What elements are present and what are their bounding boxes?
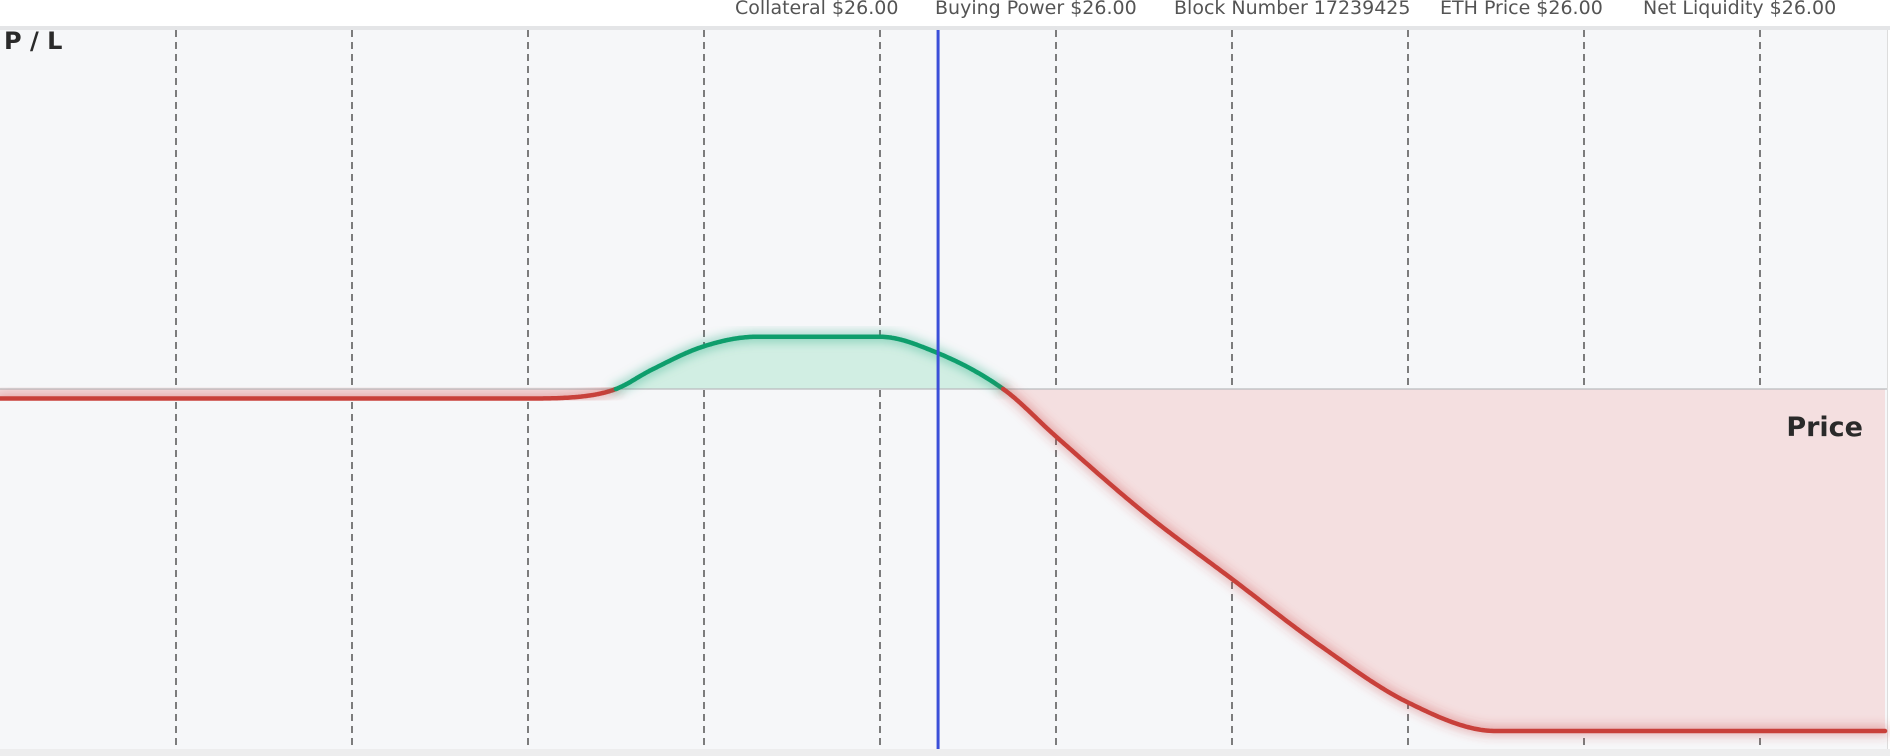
eth-price-value: $26.00 — [1536, 0, 1603, 19]
collateral-label: Collateral — [735, 0, 826, 19]
pl-chart-svg[interactable]: P / L Price — [0, 27, 1890, 749]
net-liquidity-stat: Net Liquidity $26.00 — [1643, 0, 1836, 19]
collateral-value: $26.00 — [831, 0, 899, 19]
profit-curve-1 — [613, 334, 1006, 392]
profit-area-1 — [616, 336, 1004, 389]
x-axis-label: Price — [1786, 412, 1863, 443]
pl-area-fills — [0, 336, 1885, 731]
account-stats-bar: Collateral $26.00 Buying Power $26.00 Bloc… — [0, 0, 1890, 26]
net-liquidity-label: Net Liquidity — [1643, 0, 1764, 19]
eth-price-label: ETH Price — [1440, 0, 1531, 19]
block-number-value: 17239425 — [1313, 0, 1411, 19]
loss-curve-2 — [1000, 386, 1888, 734]
top-divider — [0, 26, 1890, 30]
loss-curve-0 — [0, 386, 619, 401]
block-number-label: Block Number — [1174, 0, 1308, 19]
eth-price-stat: ETH Price $26.00 — [1440, 0, 1603, 19]
bottom-divider — [0, 749, 1890, 756]
block-number-stat: Block Number 17239425 — [1174, 0, 1410, 19]
buying-power-stat: Buying Power $26.00 — [935, 0, 1137, 19]
buying-power-value: $26.00 — [1070, 0, 1137, 19]
collateral-stat: Collateral $26.00 — [735, 0, 898, 19]
loss-area-2 — [1003, 389, 1885, 731]
net-liquidity-value: $26.00 — [1769, 0, 1837, 19]
buying-power-label: Buying Power — [935, 0, 1065, 19]
pl-curve — [0, 331, 1890, 736]
pl-chart[interactable]: P / L Price — [0, 27, 1890, 749]
y-axis-label: P / L — [4, 27, 62, 55]
